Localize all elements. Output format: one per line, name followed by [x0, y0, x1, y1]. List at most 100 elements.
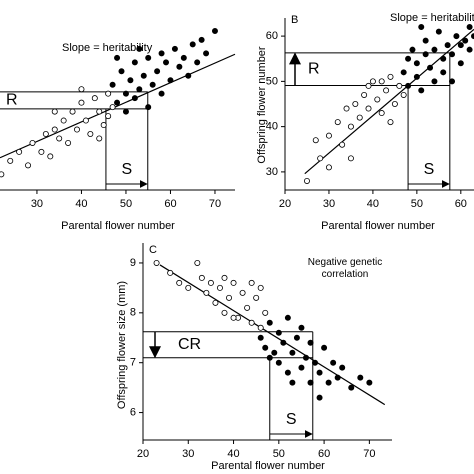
x-tick-label: 20 [137, 448, 149, 460]
point [339, 364, 346, 371]
point [378, 110, 385, 117]
y-tick-label: 30 [266, 166, 278, 178]
y-tick-label: 7 [130, 357, 136, 369]
point [387, 119, 394, 126]
point [221, 274, 228, 281]
point [431, 46, 438, 53]
point [16, 148, 23, 155]
point [453, 33, 460, 40]
panel-label: C [149, 244, 157, 256]
point [365, 82, 372, 89]
point [449, 51, 456, 58]
point [153, 259, 160, 266]
point [25, 162, 32, 169]
panel-label: B [291, 14, 298, 26]
point [51, 108, 58, 115]
point [38, 148, 45, 155]
point [413, 60, 420, 67]
point [109, 81, 116, 88]
fit-line [304, 28, 474, 175]
x-tick-label: 40 [75, 198, 87, 210]
point [203, 289, 210, 296]
point [431, 78, 438, 85]
x-tick-label: 30 [182, 448, 194, 460]
y-tick-label: 60 [266, 30, 278, 42]
point [42, 130, 49, 137]
point [383, 87, 390, 94]
point [378, 78, 385, 85]
x-axis-label: Parental flower number [321, 220, 435, 232]
point [298, 324, 305, 331]
y-axis-label: Offspring flower size (mm) [116, 281, 128, 409]
point [457, 60, 464, 67]
point [131, 59, 138, 66]
point [158, 90, 165, 97]
point [356, 114, 363, 121]
point [248, 279, 255, 286]
point [396, 82, 403, 89]
y-axis-label: Offspring flower number [256, 46, 268, 164]
response-label: R [6, 92, 18, 109]
point [262, 344, 269, 351]
point [257, 334, 264, 341]
point [400, 69, 407, 76]
selection-label: S [286, 411, 297, 428]
x-tick-label: 30 [31, 198, 43, 210]
fit-line [0, 53, 236, 159]
point [289, 379, 296, 386]
point [167, 77, 174, 84]
point [435, 28, 442, 35]
point [122, 108, 129, 115]
x-tick-label: 60 [455, 198, 467, 210]
point [122, 90, 129, 97]
point [422, 51, 429, 58]
x-tick-label: 30 [323, 198, 335, 210]
x-axis-label: Parental flower number [61, 220, 175, 232]
point [180, 54, 187, 61]
point [60, 117, 67, 124]
fit-line [159, 264, 386, 406]
point [230, 314, 237, 321]
point [400, 91, 407, 98]
point [347, 123, 354, 130]
point [391, 101, 398, 108]
point [176, 63, 183, 70]
x-tick-label: 70 [363, 448, 375, 460]
point [51, 126, 58, 133]
point [369, 78, 376, 85]
point [316, 394, 323, 401]
point [127, 77, 134, 84]
point [118, 68, 125, 75]
point [109, 104, 116, 111]
point [418, 24, 425, 31]
point [248, 319, 255, 326]
point [266, 319, 273, 326]
point [334, 119, 341, 126]
point [466, 24, 473, 31]
point [298, 364, 305, 371]
point [422, 37, 429, 44]
point [330, 359, 337, 366]
point [366, 379, 373, 386]
point [212, 299, 219, 306]
point [96, 108, 103, 115]
point [440, 55, 447, 62]
point [100, 122, 107, 129]
point [29, 139, 36, 146]
point [198, 36, 205, 43]
point [56, 135, 63, 142]
point [239, 289, 246, 296]
point [65, 139, 72, 146]
response-label: R [308, 60, 320, 77]
point [176, 279, 183, 286]
point [185, 284, 192, 291]
point [312, 137, 319, 144]
point [73, 126, 80, 133]
point [334, 374, 341, 381]
point [280, 339, 287, 346]
x-tick-label: 70 [209, 198, 221, 210]
y-tick-label: 9 [130, 257, 136, 269]
y-tick-label: 8 [130, 307, 136, 319]
x-tick-label: 50 [273, 448, 285, 460]
